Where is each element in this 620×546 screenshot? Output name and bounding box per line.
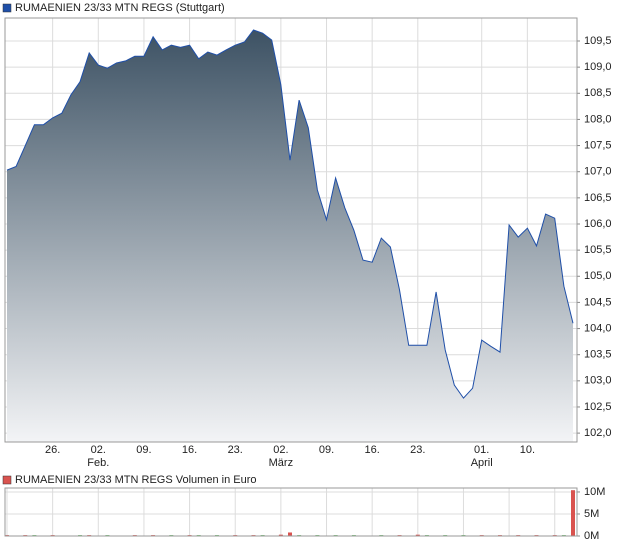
y-tick-label: 0M bbox=[584, 530, 599, 542]
y-tick-label: 104,5 bbox=[584, 296, 612, 308]
y-tick-label: 10M bbox=[584, 486, 605, 498]
x-tick-label: 16. bbox=[365, 444, 380, 456]
price-line bbox=[6, 29, 574, 399]
legend-swatch bbox=[2, 3, 12, 13]
x-tick-label: 26. bbox=[45, 444, 60, 456]
x-tick-label: 02. bbox=[91, 444, 106, 456]
volume-bar bbox=[288, 532, 292, 536]
x-tick-label: 10. bbox=[520, 444, 535, 456]
plot-frame bbox=[4, 487, 578, 537]
x-tick-label: 23. bbox=[410, 444, 425, 456]
y-tick-label: 105,0 bbox=[584, 270, 612, 282]
x-tick-label: 01. bbox=[474, 444, 489, 456]
y-tick-label: 102,0 bbox=[584, 427, 612, 439]
y-tick-label: 103,0 bbox=[584, 375, 612, 387]
plot-frame bbox=[4, 17, 578, 443]
x-tick-label: 09. bbox=[319, 444, 334, 456]
volume-bar bbox=[278, 534, 283, 536]
legend-label: RUMAENIEN 23/33 MTN REGS Volumen in Euro bbox=[15, 474, 256, 486]
y-tick-label: 108,5 bbox=[584, 87, 612, 99]
x-month-label: März bbox=[269, 457, 293, 469]
price-area bbox=[7, 30, 573, 442]
y-tick-label: 103,5 bbox=[584, 349, 612, 361]
plot-background bbox=[5, 488, 577, 536]
y-tick-label: 102,5 bbox=[584, 401, 612, 413]
legend-swatch bbox=[2, 475, 12, 485]
y-tick-label: 104,0 bbox=[584, 322, 612, 334]
y-tick-label: 109,0 bbox=[584, 61, 612, 73]
y-tick-label: 5M bbox=[584, 508, 599, 520]
volume-bar bbox=[571, 490, 575, 536]
y-tick-label: 106,5 bbox=[584, 192, 612, 204]
volume-bar bbox=[415, 534, 420, 536]
x-tick-label: 23. bbox=[228, 444, 243, 456]
y-tick-label: 105,5 bbox=[584, 244, 612, 256]
y-tick-label: 109,5 bbox=[584, 35, 612, 47]
x-tick-label: 09. bbox=[136, 444, 151, 456]
x-tick-label: 16. bbox=[182, 444, 197, 456]
x-month-label: Feb. bbox=[87, 457, 109, 469]
y-tick-label: 108,0 bbox=[584, 113, 612, 125]
y-tick-label: 106,0 bbox=[584, 218, 612, 230]
y-tick-label: 107,5 bbox=[584, 139, 612, 151]
y-tick-label: 107,0 bbox=[584, 166, 612, 178]
x-month-label: April bbox=[471, 457, 493, 469]
x-tick-label: 02. bbox=[273, 444, 288, 456]
legend-label: RUMAENIEN 23/33 MTN REGS (Stuttgart) bbox=[15, 2, 225, 14]
